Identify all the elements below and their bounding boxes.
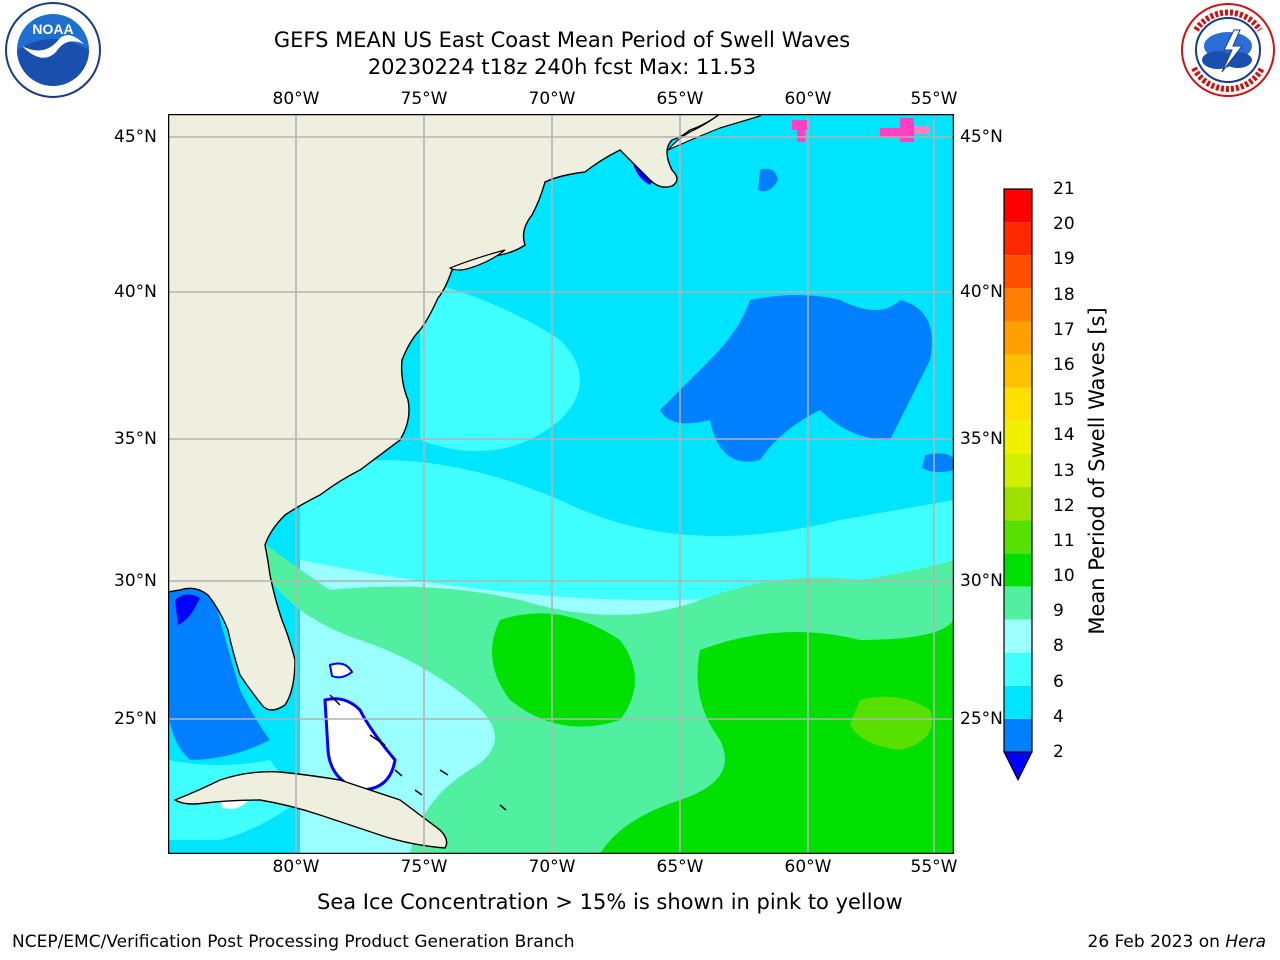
colorbar-tick-label: 12	[1053, 495, 1075, 516]
colorbar-swatch	[1004, 255, 1032, 289]
colorbar-tick-label: 21	[1053, 179, 1075, 199]
land-long-island	[448, 249, 506, 271]
colorbar-tick-label: 4	[1053, 706, 1064, 727]
colorbar	[1003, 188, 1033, 782]
swell-zone-6-8	[300, 460, 954, 600]
lat-label-right: 45°N	[960, 127, 1003, 147]
colorbar-swatch	[1004, 652, 1032, 686]
colorbar-tick-label: 6	[1053, 671, 1064, 692]
colorbar-tick-label: 2	[1053, 742, 1064, 762]
colorbar-swatch	[1004, 520, 1032, 554]
colorbar-swatch	[1004, 321, 1032, 355]
colorbar-tick-label: 8	[1053, 636, 1064, 657]
land-nova-scotia	[667, 114, 761, 151]
footer-date-text: 26 Feb 2023 on	[1087, 932, 1226, 952]
graticule	[168, 114, 954, 854]
swell-zone-10-11	[600, 620, 954, 854]
colorbar-extend-min	[1003, 751, 1033, 782]
colorbar-swatch	[1004, 685, 1032, 719]
colorbar-swatch	[1004, 619, 1032, 653]
swell-zone-2-4	[660, 295, 932, 462]
footer-machine: Hera	[1225, 932, 1266, 952]
colorbar-swatch	[1004, 189, 1032, 223]
colorbar-swatch	[1004, 420, 1032, 454]
swell-zone-2-4	[758, 168, 778, 192]
colorbar-tick-label: 11	[1053, 530, 1075, 551]
lon-label-top: 60°W	[784, 89, 832, 109]
footer-date: 26 Feb 2023 on Hera	[1088, 932, 1266, 952]
colorbar-swatch	[1004, 487, 1032, 521]
colorbar-tick-label: 14	[1053, 425, 1075, 446]
lat-label-right: 40°N	[960, 282, 1003, 302]
colorbar-swatch	[1004, 553, 1032, 587]
gulf-zone-under-2	[175, 594, 200, 625]
colorbar-swatch	[1004, 222, 1032, 256]
lat-label-left: 35°N	[114, 429, 157, 449]
sea-ice-marker	[900, 118, 914, 142]
colorbar-label: Mean Period of Swell Waves [s]	[1085, 307, 1109, 635]
lon-label-top: 55°W	[910, 89, 958, 109]
colorbar-tick-label: 20	[1053, 214, 1075, 235]
colorbar-tick-label: 13	[1053, 460, 1075, 481]
lon-label-top: 70°W	[528, 89, 576, 109]
lon-label-top: 80°W	[272, 89, 320, 109]
bahamas-banks	[328, 662, 354, 679]
swell-period-map	[168, 114, 954, 854]
sea-ice-marker	[797, 130, 805, 142]
swell-zone-6-8	[420, 280, 580, 452]
footer-credit: NCEP/EMC/Verification Post Processing Pr…	[12, 932, 575, 952]
swell-zone-2-4	[922, 453, 954, 473]
bahamas-banks	[323, 697, 397, 792]
sea-ice-note: Sea Ice Concentration > 15% is shown in …	[317, 890, 903, 914]
land-north-america	[168, 114, 722, 711]
svg-text:NOAA: NOAA	[32, 21, 73, 37]
colorbar-tick-label: 9	[1053, 601, 1064, 622]
colorbar-tick-label: 16	[1053, 354, 1075, 375]
lon-label-top: 75°W	[400, 89, 448, 109]
gulf-zone-2-4	[168, 586, 270, 760]
lon-label-top: 65°W	[656, 89, 704, 109]
sea-ice-marker	[792, 120, 808, 130]
colorbar-swatch	[1004, 354, 1032, 388]
lat-label-right: 30°N	[960, 571, 1003, 591]
colorbar-swatch	[1004, 453, 1032, 488]
lon-label-bottom: 55°W	[910, 857, 958, 877]
colorbar-tick-label: 17	[1053, 319, 1075, 340]
lat-label-right: 35°N	[960, 429, 1003, 449]
land-cuba	[173, 770, 448, 849]
colorbar-tick-label: 18	[1053, 284, 1075, 305]
map-frame	[168, 114, 954, 854]
land-bahamas	[329, 694, 507, 811]
lon-label-bottom: 70°W	[528, 857, 576, 877]
lon-label-bottom: 80°W	[272, 857, 320, 877]
colorbar-swatch	[1004, 288, 1032, 322]
lat-label-left: 45°N	[114, 127, 157, 147]
colorbar-swatch	[1004, 718, 1032, 752]
lat-label-left: 40°N	[114, 282, 157, 302]
colorbar-swatch	[1004, 586, 1032, 620]
colorbar-tick-label: 15	[1053, 390, 1075, 411]
colorbar-tick-label: 10	[1053, 566, 1075, 587]
lon-label-bottom: 60°W	[784, 857, 832, 877]
colorbar-swatch	[1004, 387, 1032, 421]
map-title: GEFS MEAN US East Coast Mean Period of S…	[273, 28, 851, 52]
lat-label-left: 25°N	[114, 709, 157, 729]
noaa-logo-icon: NOAA	[5, 2, 101, 98]
swell-zone-11-12	[850, 696, 932, 750]
lon-label-bottom: 75°W	[400, 857, 448, 877]
lon-label-bottom: 65°W	[656, 857, 704, 877]
colorbar-tick-label: 19	[1053, 249, 1075, 270]
lat-label-left: 30°N	[114, 571, 157, 591]
sea-ice-marker	[914, 126, 930, 134]
sea-ice-marker	[880, 128, 900, 138]
map-subtitle: 20230224 t18z 240h fcst Max: 11.53	[367, 55, 757, 79]
swell-zone-10-11	[492, 613, 635, 727]
nws-logo-icon	[1181, 3, 1275, 97]
lat-label-right: 25°N	[960, 709, 1003, 729]
